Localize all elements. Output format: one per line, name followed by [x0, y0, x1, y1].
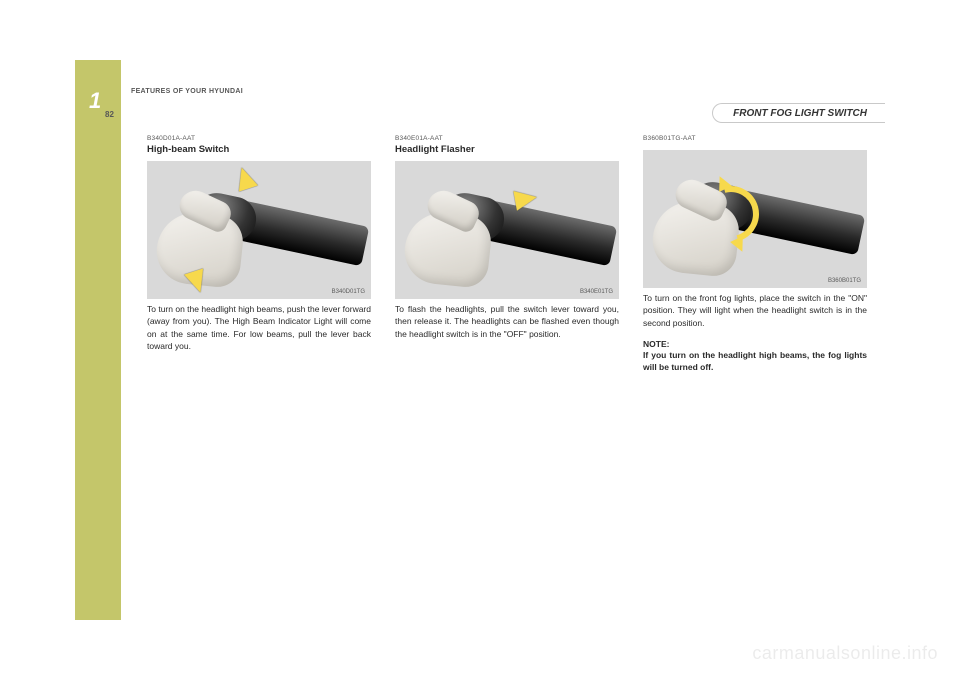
- image-caption: B360B01TG: [828, 278, 861, 284]
- section-title-pill: FRONT FOG LIGHT SWITCH: [712, 103, 885, 123]
- content-columns: B340D01A-AAT High-beam Switch B340D01TG …: [147, 135, 867, 374]
- body-text: To flash the headlights, pull the switch…: [395, 303, 619, 340]
- illustration-flasher: B340E01TG: [395, 161, 619, 299]
- body-text: To turn on the headlight high beams, pus…: [147, 303, 371, 352]
- section-title: FRONT FOG LIGHT SWITCH: [733, 108, 867, 119]
- image-caption: B340D01TG: [332, 289, 365, 295]
- arrow-forward-icon: [513, 187, 538, 211]
- chapter-sidebar: 1: [75, 60, 121, 620]
- ref-code: B340D01A-AAT: [147, 135, 371, 142]
- illustration-fog-light: B360B01TG: [643, 150, 867, 288]
- column-subtitle: High-beam Switch: [147, 144, 371, 155]
- image-caption: B340E01TG: [580, 289, 613, 295]
- page-frame: 1 FEATURES OF YOUR HYUNDAI 82 FRONT FOG …: [75, 60, 885, 620]
- column-fog-light: B360B01TG-AAT B360B01TG To turn on the f…: [643, 135, 867, 374]
- column-high-beam: B340D01A-AAT High-beam Switch B340D01TG …: [147, 135, 371, 374]
- body-text: To turn on the front fog lights, place t…: [643, 292, 867, 329]
- note-label: NOTE:: [643, 339, 867, 349]
- chapter-number: 1: [89, 88, 101, 114]
- illustration-high-beam: B340D01TG: [147, 161, 371, 299]
- watermark-text: carmanualsonline.info: [752, 643, 938, 664]
- column-headlight-flasher: B340E01A-AAT Headlight Flasher B340E01TG…: [395, 135, 619, 374]
- ref-code: B340E01A-AAT: [395, 135, 619, 142]
- arrow-up-icon: [232, 164, 258, 191]
- column-subtitle: Headlight Flasher: [395, 144, 619, 155]
- page-number: 82: [105, 110, 114, 119]
- note-body: If you turn on the headlight high beams,…: [643, 349, 867, 374]
- chapter-header: FEATURES OF YOUR HYUNDAI: [131, 88, 243, 95]
- ref-code: B360B01TG-AAT: [643, 135, 867, 142]
